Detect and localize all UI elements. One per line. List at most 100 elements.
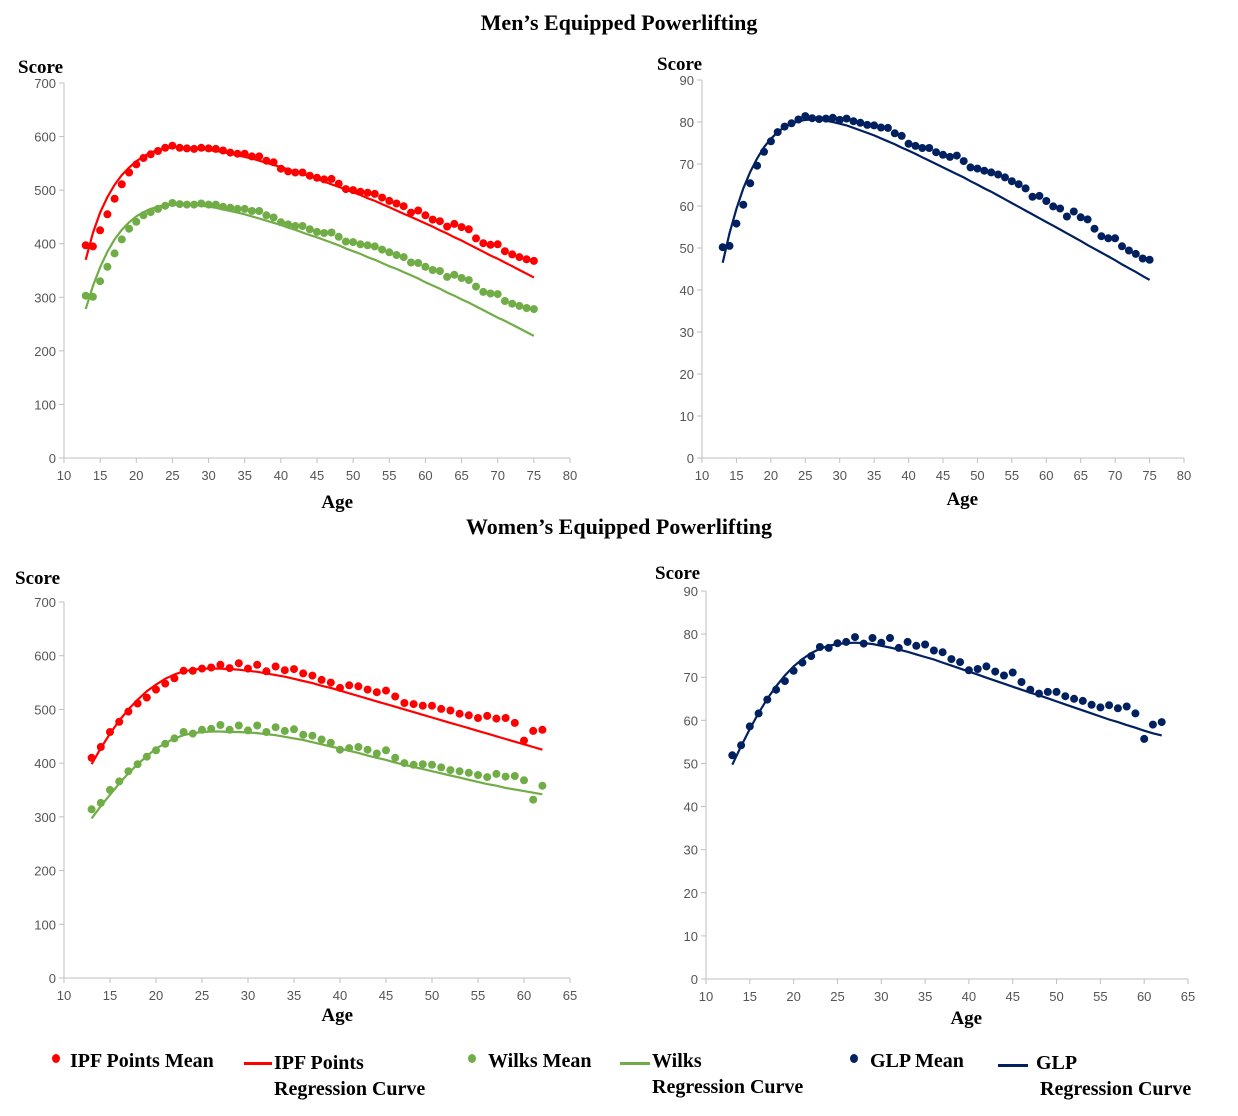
y-tick-label: 90	[680, 73, 694, 88]
wilks-mean-point	[421, 262, 430, 271]
glp-mean-point	[772, 685, 781, 694]
glp-mean-point	[718, 243, 727, 252]
wilks-mean-point	[240, 204, 249, 213]
glp-mean-point	[794, 115, 803, 124]
x-tick-label: 55	[471, 988, 485, 1003]
x-tick-label: 45	[379, 988, 393, 1003]
x-tick-label: 80	[563, 468, 577, 483]
x-tick-label: 25	[195, 988, 209, 1003]
glp-mean-point	[1069, 207, 1078, 216]
wilks-mean-point	[110, 249, 119, 258]
glp-mean-point	[828, 113, 837, 122]
wilks-mean-point	[271, 723, 280, 732]
x-tick-label: 40	[901, 468, 915, 483]
wilks-mean-point	[216, 721, 225, 729]
y-tick-label: 80	[680, 115, 694, 130]
wilks-mean-point	[437, 763, 446, 772]
ipf-points-mean-point	[299, 669, 308, 678]
ipf-points-mean-point	[240, 149, 249, 158]
x-tick-label: 20	[764, 468, 778, 483]
wilks-mean-point	[219, 202, 227, 211]
wilks-mean-point	[378, 245, 387, 254]
glp-mean-point	[1124, 246, 1133, 255]
glp-mean-point	[886, 634, 894, 642]
y-tick-label: 200	[34, 344, 56, 359]
ipf-points-mean-point	[211, 144, 220, 153]
glp-mean-point	[739, 200, 748, 209]
ipf-points-mean-point	[253, 660, 262, 669]
glp-mean-point	[939, 150, 947, 159]
glp-mean-point	[1000, 671, 1008, 680]
x-tick-label: 25	[165, 468, 179, 483]
x-tick-label: 30	[832, 468, 846, 483]
wilks-mean-point	[170, 734, 179, 743]
x-tick-label: 10	[57, 468, 71, 483]
glp-mean-point	[868, 634, 877, 642]
x-tick-label: 35	[918, 989, 932, 1004]
ipf-points-mean-point	[392, 199, 401, 208]
wilks-mean-point	[345, 744, 354, 753]
glp-mean-point	[1021, 184, 1030, 193]
x-tick-label: 10	[699, 989, 713, 1004]
glp-mean-point	[1028, 192, 1037, 201]
glp-mean-point	[789, 666, 798, 675]
ipf-points-mean-point	[139, 154, 148, 162]
wilks-mean-point	[106, 786, 114, 794]
wilks-mean-point	[88, 292, 97, 301]
wilks-mean-point	[336, 745, 344, 754]
ipf-points-mean-point	[271, 662, 280, 671]
wilks-mean-point	[529, 795, 538, 804]
glp-mean-point	[798, 658, 807, 667]
y-tick-label: 600	[34, 649, 56, 664]
wilks-mean-point	[154, 204, 162, 213]
wilks-mean-point	[291, 222, 300, 230]
men-section-title: Men’s Equipped Powerlifting	[480, 10, 758, 35]
x-tick-label: 15	[93, 468, 107, 483]
wilks-mean-point	[317, 735, 326, 744]
wilks-mean-point	[326, 738, 335, 747]
wilks-mean-point	[455, 767, 464, 776]
ipf-points-mean-point	[486, 240, 495, 249]
wilks-mean-point	[334, 232, 343, 241]
glp-mean-point	[780, 677, 789, 686]
ipf-points-mean-point	[457, 223, 466, 232]
wilks-mean-point	[96, 798, 105, 807]
wilks-mean-point	[146, 208, 155, 217]
ipf-points-mean-point	[349, 186, 358, 195]
glp-mean-point	[921, 640, 930, 649]
wilks-mean-point	[247, 207, 256, 215]
ipf-points-mean-point	[204, 144, 213, 153]
wilks-mean-point	[161, 739, 170, 748]
glp-mean-point	[903, 637, 912, 646]
x-tick-label: 50	[346, 468, 360, 483]
glp-mean-point	[932, 148, 941, 157]
ipf-points-mean-point	[435, 217, 444, 226]
glp-mean-point	[938, 648, 947, 657]
glp-mean-point	[1035, 689, 1043, 698]
x-tick-label: 60	[517, 988, 531, 1003]
ipf-points-mean-point	[493, 240, 502, 249]
glp-mean-point	[801, 112, 810, 121]
glp-mean-point	[763, 695, 772, 704]
wilks-mean-point	[428, 266, 437, 274]
glp-mean-point	[1017, 678, 1026, 686]
glp-mean-point	[746, 179, 755, 188]
wilks-mean-point	[515, 301, 524, 310]
ipf-points-mean-point	[133, 699, 142, 708]
glp-mean-point	[1043, 687, 1052, 696]
x-tick-label: 15	[103, 988, 117, 1003]
wilks-mean-point	[418, 760, 427, 769]
x-tick-label: 70	[1108, 468, 1122, 483]
y-tick-label: 90	[684, 584, 698, 599]
ipf-points-mean-point	[407, 208, 415, 217]
wilks-mean-point	[320, 229, 329, 237]
ipf-points-mean-point	[106, 728, 114, 736]
ipf-mean-legend-label: IPF Points Mean	[70, 1050, 214, 1072]
x-tick-label: 15	[729, 468, 743, 483]
ipf-points-mean-point	[182, 144, 191, 153]
glp-mean-point	[1111, 234, 1120, 243]
glp-mean-point	[1035, 191, 1044, 200]
glp-mean-point	[945, 152, 954, 161]
glp-mean-point	[897, 131, 906, 140]
wilks-mean-point	[363, 241, 372, 250]
